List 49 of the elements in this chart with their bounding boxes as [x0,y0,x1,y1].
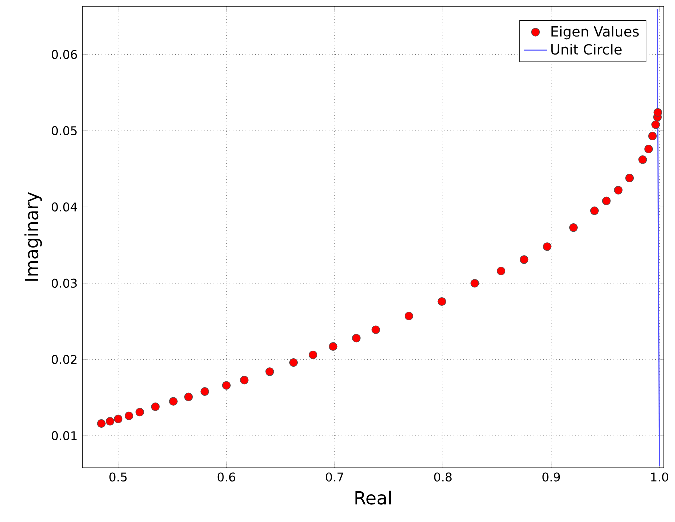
point [602,196,611,206]
point [644,144,654,154]
x-tick-label: 0.6 [218,472,236,482]
point [372,326,380,334]
point [654,108,662,117]
point [543,242,552,252]
y-tick-label: 0.04 [52,202,78,212]
point [352,334,361,343]
y-tick-label: 0.02 [52,355,77,364]
x-axis-title: Real [356,490,392,505]
point [520,256,529,264]
y-tick-label: 0.03 [52,278,77,288]
legend-label: Unit Circle [552,44,622,55]
point [124,412,134,420]
point [497,267,506,276]
x-tick-label: 0.8 [434,472,452,482]
x-tick-label: 0.9 [542,472,560,482]
point [106,417,115,426]
y-tick-label: 0.06 [52,50,78,60]
point [222,381,231,390]
point [470,279,480,288]
point [200,387,210,396]
x-tick-label: 0.5 [110,472,127,482]
point [266,368,274,376]
point [404,312,414,321]
point [652,120,660,130]
y-tick-label: 0.01 [52,431,77,441]
point [590,206,599,216]
point [648,132,658,141]
point [308,350,318,360]
point [136,408,144,417]
point [290,358,298,368]
point [240,376,249,385]
point [614,186,623,195]
point [638,156,648,164]
point [169,397,178,406]
point [329,342,338,352]
point [626,174,634,183]
point [569,224,578,232]
legend-label: Eigen Values [552,26,639,40]
point [97,420,106,428]
point [151,402,160,412]
y-axis-title: Imaginary [24,192,42,281]
point [114,414,123,424]
point [184,392,194,402]
x-tick-label: 0.7 [326,472,344,482]
x-tick-label: 1.0 [651,472,668,482]
y-tick-label: 0.05 [52,126,77,136]
point [438,297,446,306]
